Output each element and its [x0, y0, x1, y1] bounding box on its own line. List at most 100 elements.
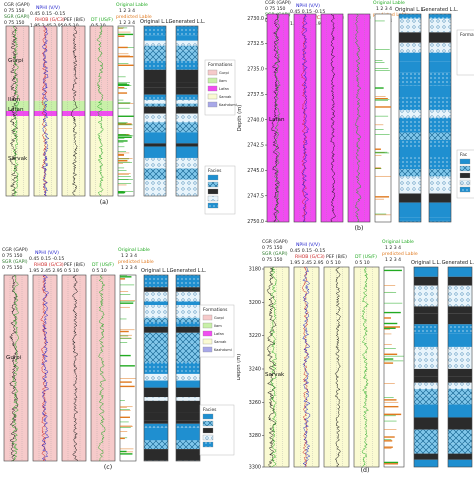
generated-facies-bed	[176, 88, 198, 95]
original-facies-bed	[414, 383, 438, 389]
original-facies-bed	[414, 267, 438, 277]
generated-facies-bed	[429, 43, 451, 53]
original-facies-bed	[144, 190, 166, 196]
formation-label-gurpi: Gurpi	[6, 355, 22, 361]
generated-facies-bed	[176, 302, 200, 306]
depth-tick-label: 3200	[249, 300, 261, 306]
original-facies-bed	[414, 460, 438, 467]
rhob-header: RHOB (G/C3)	[35, 17, 65, 23]
predicted-lable-scale: 1 2 3 4	[121, 265, 137, 271]
generated-facies-bed	[448, 389, 472, 395]
generated-facies-bed	[176, 275, 200, 287]
original-facies-bed	[144, 35, 166, 41]
generated-facies-bed	[176, 95, 198, 100]
sgr-range: 0 75 150	[262, 257, 283, 263]
generated-facies-bed	[176, 41, 198, 46]
original-facies-bed	[144, 327, 168, 333]
depth-axis-label: Depth (m)	[237, 354, 242, 381]
original-facies-bed	[144, 70, 166, 82]
original-facies-bed	[414, 359, 438, 369]
generated-facies-bed	[176, 143, 198, 146]
original-facies-bed	[144, 132, 166, 143]
nphi-range: 0.45 0.15 -0.15	[290, 248, 325, 254]
cgr-header: CGR (GAPI)	[2, 247, 28, 253]
depth-tick-label: 2735.0	[247, 67, 264, 73]
generated-facies-bed	[429, 140, 451, 148]
depth-tick-label: 2747.5	[247, 193, 264, 199]
original-facies-bed	[144, 362, 168, 374]
facies-legend-title: Facies	[208, 168, 222, 174]
formation-label-gurpi: Gurpi	[8, 58, 24, 64]
label-track-frame	[375, 14, 391, 222]
formation-band	[90, 111, 113, 116]
generated-facies-bed	[448, 333, 472, 347]
original-facies-bed	[144, 95, 166, 100]
original-facies-bed	[144, 397, 168, 401]
facies-legend-title: Facies	[203, 407, 217, 413]
formation-label-sarvak: Sarvak	[265, 372, 285, 378]
generated-facies-bed	[429, 218, 451, 221]
generated-facies-bed	[448, 430, 472, 444]
original-facies-bed	[144, 401, 168, 412]
generated-facies-bed	[176, 104, 198, 107]
panel-caption: (b)	[355, 225, 364, 232]
generated-facies-bed	[448, 405, 472, 418]
formation-label-lafan: Lafan	[8, 107, 24, 113]
pef-header: PEF (B/E)	[326, 254, 347, 260]
sgr-header: SGR (GAPI)	[262, 251, 288, 257]
original-lable-scale: 1 2 3 4	[376, 6, 392, 12]
original-facies-bed	[144, 26, 166, 35]
original-lable-header: Original Lable	[116, 2, 148, 8]
original-facies-bed	[144, 158, 166, 169]
original-facies-bed	[399, 148, 421, 158]
original-facies-bed	[414, 324, 438, 333]
generated-facies-bed	[448, 277, 472, 286]
generated-facies-bed	[176, 424, 200, 428]
cgr-range: 0 75 150	[262, 245, 283, 251]
generated-facies-bed	[429, 19, 451, 33]
panel-caption: (c)	[104, 464, 112, 471]
generated-ll-header: Generated L.L.	[169, 19, 206, 25]
generated-facies-bed	[176, 327, 200, 333]
facies-legend-swatch	[460, 159, 470, 164]
generated-ll-header: Generated L.L.	[170, 268, 207, 274]
depth-tick-label: 2745.0	[247, 168, 264, 174]
original-facies-bed	[399, 43, 421, 53]
original-facies-bed	[399, 32, 421, 42]
original-facies-bed	[144, 61, 166, 70]
formation-legend-item: Kazhdumi	[214, 348, 232, 352]
original-facies-bed	[399, 53, 421, 62]
generated-facies-bed	[176, 114, 198, 123]
generated-facies-bed	[176, 388, 200, 398]
generated-facies-bed	[429, 193, 451, 202]
original-facies-bed	[399, 110, 421, 117]
generated-facies-bed	[429, 98, 451, 111]
original-facies-bed	[399, 14, 421, 19]
generated-facies-bed	[448, 296, 472, 306]
formation-legend-swatch	[208, 102, 217, 107]
original-facies-bed	[414, 314, 438, 325]
generated-facies-bed	[429, 14, 451, 19]
generated-ll-header: Generated L.L.	[442, 260, 474, 266]
depth-tick-label: 2737.5	[247, 92, 264, 98]
predicted-lable-scale: 1 2 3 4	[119, 20, 135, 26]
original-facies-bed	[399, 176, 421, 188]
original-facies-bed	[144, 104, 166, 107]
formation-legend-swatch	[208, 94, 217, 99]
original-facies-bed	[144, 424, 168, 428]
original-facies-bed	[399, 193, 421, 202]
depth-tick-label: 3300	[249, 465, 261, 471]
original-facies-bed	[399, 140, 421, 148]
facies-legend-swatch	[208, 203, 218, 208]
generated-facies-bed	[448, 460, 472, 467]
depth-tick-label: 3180	[249, 267, 261, 273]
generated-facies-bed	[176, 147, 198, 158]
generated-facies-bed	[448, 377, 472, 383]
formation-legend-item: Ilam	[214, 324, 222, 328]
generated-facies-bed	[176, 412, 200, 421]
